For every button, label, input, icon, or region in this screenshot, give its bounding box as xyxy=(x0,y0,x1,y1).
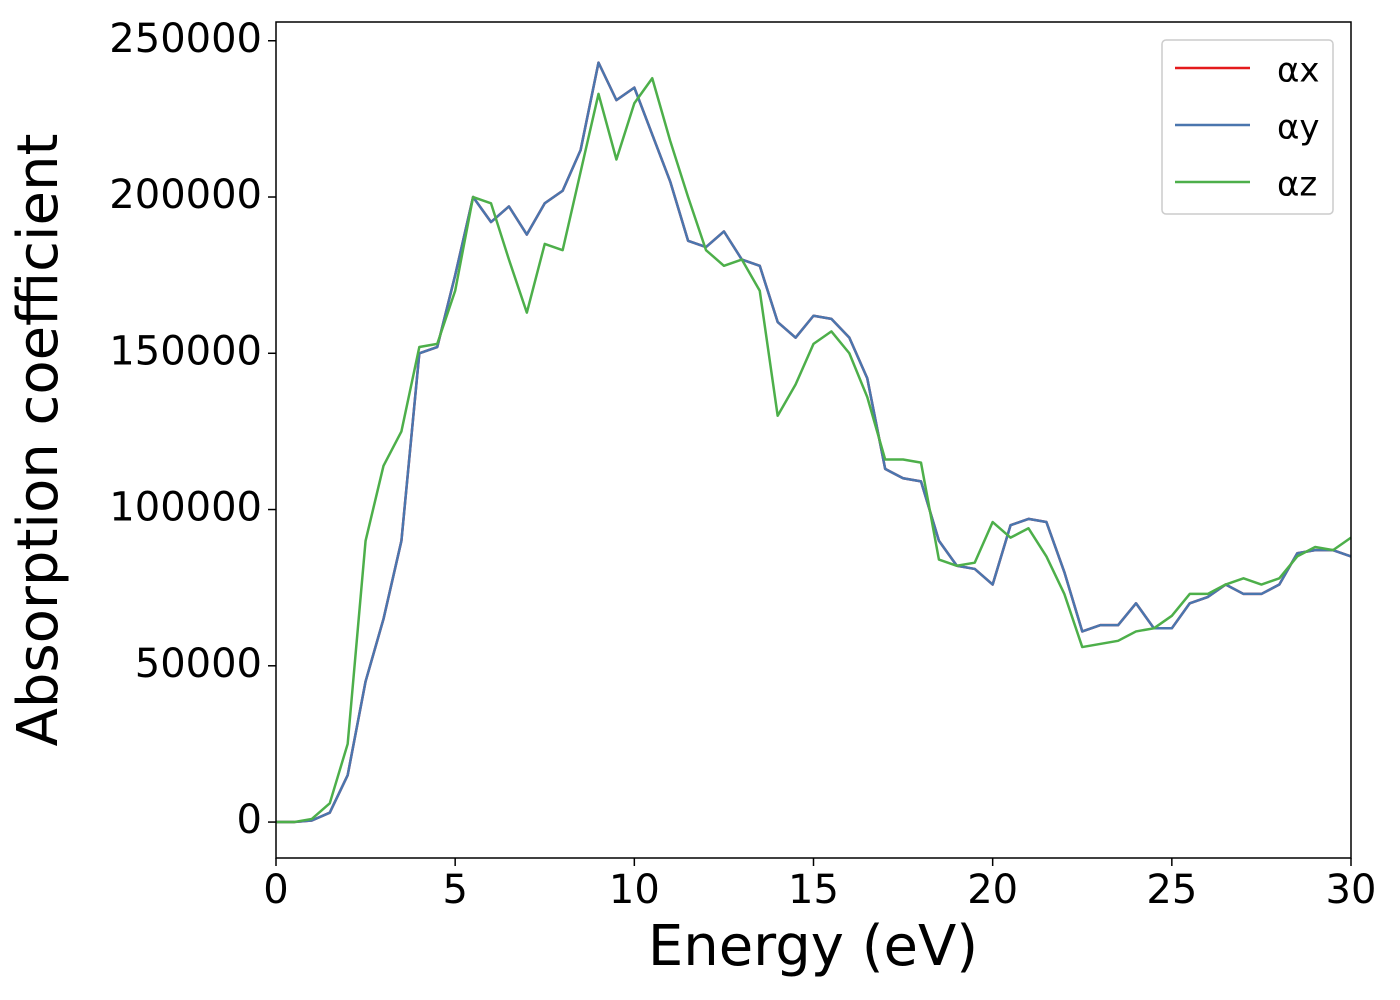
line-series xyxy=(276,61,1352,824)
y-tick-label: 100000 xyxy=(109,485,262,531)
x-tick-label: 25 xyxy=(1146,867,1197,913)
y-tick-label: 0 xyxy=(237,797,262,843)
x-tick-label: 5 xyxy=(442,867,467,913)
legend-label: αx xyxy=(1277,51,1320,91)
x-tick-label: 0 xyxy=(263,867,288,913)
y-axis-label: Absorption coefficient xyxy=(6,134,71,747)
legend-label: αy xyxy=(1277,108,1320,148)
x-tick-label: 15 xyxy=(788,867,839,913)
x-tick-label: 30 xyxy=(1326,867,1377,913)
plot-frame xyxy=(275,21,1352,859)
y-tick-label: 150000 xyxy=(109,328,262,374)
y-tick-label: 250000 xyxy=(109,16,262,62)
legend-box xyxy=(1161,39,1334,215)
x-tick-label: 10 xyxy=(609,867,660,913)
y-tick-label: 50000 xyxy=(135,641,262,687)
y-tick-label: 200000 xyxy=(109,172,262,218)
x-tick-label: 20 xyxy=(967,867,1018,913)
line-series xyxy=(276,77,1352,824)
legend-label: αz xyxy=(1277,165,1317,205)
x-axis-label: Energy (eV) xyxy=(648,914,978,979)
